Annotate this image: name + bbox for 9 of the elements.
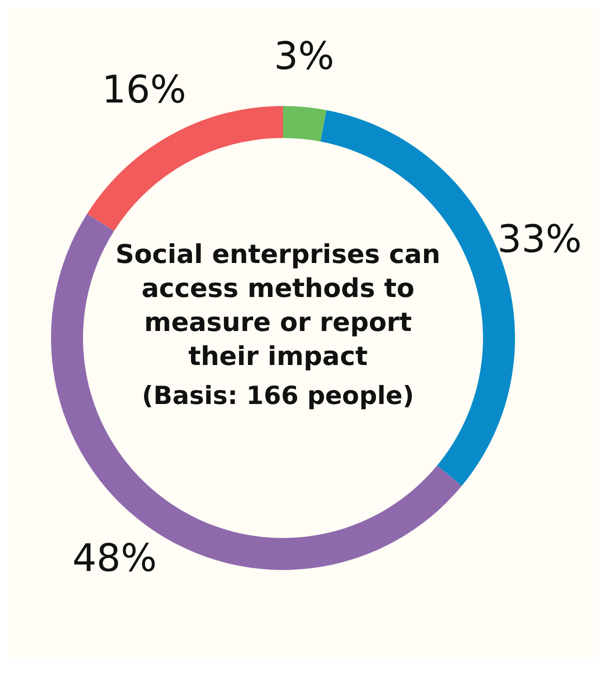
data-label: 48% [72,536,157,580]
donut-slice [51,214,462,570]
donut-slice [87,106,283,231]
data-label: 16% [102,67,186,112]
data-label: 3% [274,34,334,78]
data-label: 33% [497,216,582,261]
text: Social enterprises can access methods to measure or report their impact [114,239,442,374]
text: (Basis: 166 people) [140,380,416,412]
donut-slice [283,106,326,142]
